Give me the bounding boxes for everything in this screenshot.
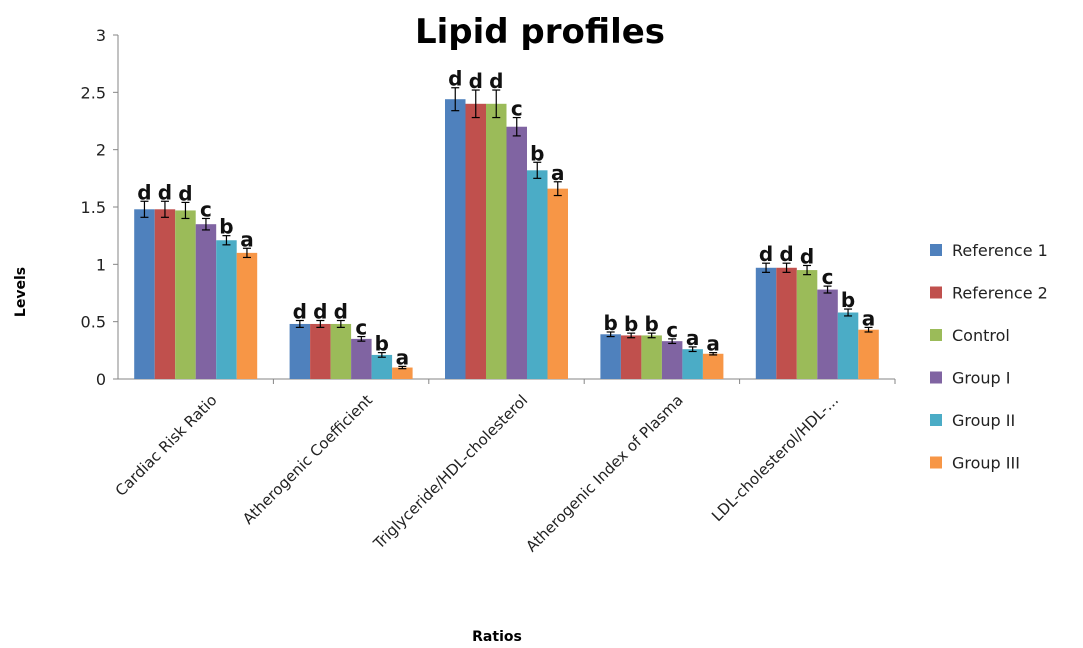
bar <box>289 323 311 379</box>
bar <box>547 188 568 379</box>
bar <box>527 170 548 379</box>
significance-label: a <box>686 326 700 350</box>
significance-label: a <box>706 332 720 356</box>
significance-label: a <box>551 161 565 185</box>
bar <box>641 335 662 379</box>
significance-label: d <box>448 67 462 91</box>
bar <box>682 349 703 379</box>
significance-label: a <box>396 345 410 369</box>
x-axis-title: Ratios <box>472 629 522 645</box>
bar <box>755 267 777 379</box>
bar <box>796 270 818 379</box>
bar <box>620 335 642 379</box>
significance-label: c <box>822 265 834 289</box>
legend-label: Control <box>952 326 1010 345</box>
significance-label: d <box>178 181 192 205</box>
significance-label: d <box>469 69 483 93</box>
y-tick-label: 2.5 <box>81 83 106 102</box>
bar <box>195 224 217 379</box>
significance-label: c <box>666 318 678 342</box>
bar <box>236 252 258 379</box>
bar <box>661 341 683 379</box>
bar <box>837 312 859 379</box>
x-category-label: Triglyceride/HDL-cholesterol <box>369 391 531 553</box>
legend-label: Reference 2 <box>952 284 1048 303</box>
legend-label: Reference 1 <box>952 241 1048 260</box>
significance-label: d <box>800 244 814 268</box>
significance-label: b <box>219 215 233 239</box>
bar <box>175 210 196 379</box>
y-axis-title: Levels <box>13 267 29 317</box>
bar <box>776 267 797 379</box>
x-category-label: Cardiac Risk Ratio <box>112 391 221 500</box>
significance-label: b <box>375 332 389 356</box>
x-category-label: Atherogenic Coefficient <box>239 391 376 528</box>
bar <box>154 209 176 379</box>
significance-label: d <box>334 300 348 324</box>
significance-label: d <box>779 242 793 266</box>
bar <box>330 323 352 379</box>
legend-label: Group III <box>952 454 1020 473</box>
legend-swatch <box>930 286 942 299</box>
y-tick-label: 0.5 <box>81 313 106 332</box>
y-tick-label: 1.5 <box>81 198 106 217</box>
significance-label: d <box>759 242 773 266</box>
y-tick-label: 0 <box>96 370 106 389</box>
bar <box>858 329 879 379</box>
significance-label: b <box>530 141 544 165</box>
significance-label: d <box>313 300 327 324</box>
legend-swatch <box>930 244 942 256</box>
legend-swatch <box>930 329 942 341</box>
y-tick-label: 3 <box>96 26 106 45</box>
significance-label: d <box>489 69 503 93</box>
bar <box>445 99 466 380</box>
bar <box>216 240 237 379</box>
legend-label: Group II <box>952 411 1015 430</box>
legend-label: Group I <box>952 369 1011 388</box>
bar <box>351 338 372 379</box>
significance-label: b <box>841 288 855 312</box>
y-tick-label: 1 <box>96 255 106 274</box>
significance-label: c <box>511 97 523 121</box>
bar <box>506 126 527 379</box>
bar <box>600 334 621 379</box>
bar <box>817 289 838 379</box>
bar <box>134 209 155 379</box>
legend: Reference 1 Reference 2 Control Group I Grou… <box>930 241 1048 473</box>
significance-label: b <box>644 312 658 336</box>
bar <box>371 354 393 379</box>
x-category-label: LDL-cholesterol/HDL-... <box>708 391 842 525</box>
bar <box>310 323 331 379</box>
bar <box>392 367 413 379</box>
significance-label: b <box>624 312 638 336</box>
legend-swatch <box>930 414 942 426</box>
x-category-label: Atherogenic Index of Plasma <box>522 391 686 555</box>
significance-label: d <box>137 180 151 204</box>
legend-swatch <box>930 371 942 384</box>
significance-label: d <box>158 180 172 204</box>
significance-label: a <box>240 227 254 251</box>
significance-label: c <box>355 316 367 340</box>
significance-label: d <box>293 300 307 324</box>
y-tick-label: 2 <box>96 141 106 160</box>
significance-label: c <box>200 197 212 221</box>
legend-swatch <box>930 456 942 469</box>
chart-title: Lipid profiles <box>415 12 665 52</box>
bar <box>486 103 507 380</box>
significance-label: b <box>603 311 617 335</box>
bar <box>465 103 486 380</box>
bar <box>702 353 724 379</box>
significance-label: a <box>862 306 876 330</box>
